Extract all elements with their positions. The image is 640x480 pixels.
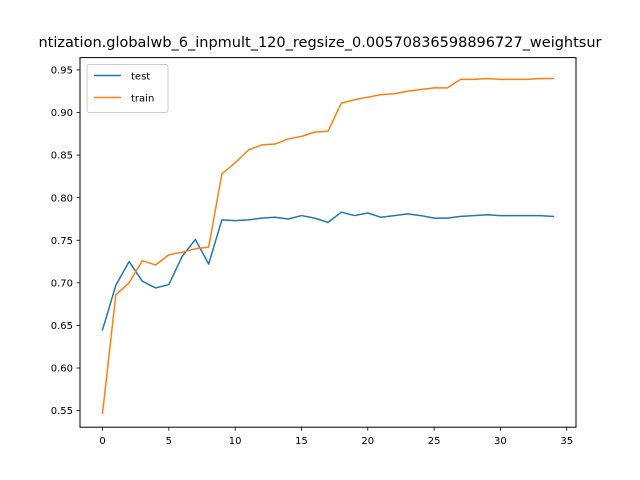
y-tick-label: 0.90 (51, 108, 73, 119)
y-axis: 0.55 0.60 0.65 0.70 0.75 0.80 0.85 0.90 0.95 (51, 66, 80, 417)
legend-label-1: train (131, 94, 154, 105)
x-axis: 0 5 10 15 20 25 30 35 (99, 427, 573, 447)
x-tick-label: 35 (560, 436, 573, 447)
y-tick-label: 0.75 (51, 236, 73, 247)
y-tick-label: 0.95 (51, 66, 73, 77)
series-layer (101, 77, 555, 414)
legend-box (86, 64, 169, 113)
y-tick-label: 0.55 (51, 406, 73, 417)
y-tick-label: 0.65 (51, 321, 73, 332)
x-tick-label: 25 (428, 436, 441, 447)
plot-area-frame (79, 57, 577, 428)
legend: test train (86, 64, 169, 113)
x-tick-label: 30 (494, 436, 507, 447)
y-tick-label: 0.70 (51, 278, 73, 289)
x-tick-label: 5 (166, 436, 172, 447)
x-tick-label: 0 (99, 436, 105, 447)
y-tick-label: 0.80 (51, 193, 73, 204)
legend-label-0: test (131, 72, 150, 83)
y-tick-label: 0.85 (51, 151, 73, 162)
chart-title: ntization.globalwb_6_inpmult_120_regsize… (38, 35, 601, 51)
x-tick-label: 20 (361, 436, 374, 447)
series-line-0 (101, 211, 555, 331)
series-line-1 (101, 77, 555, 414)
x-tick-label: 15 (295, 436, 308, 447)
x-tick-label: 10 (229, 436, 242, 447)
y-tick-label: 0.60 (51, 364, 73, 375)
